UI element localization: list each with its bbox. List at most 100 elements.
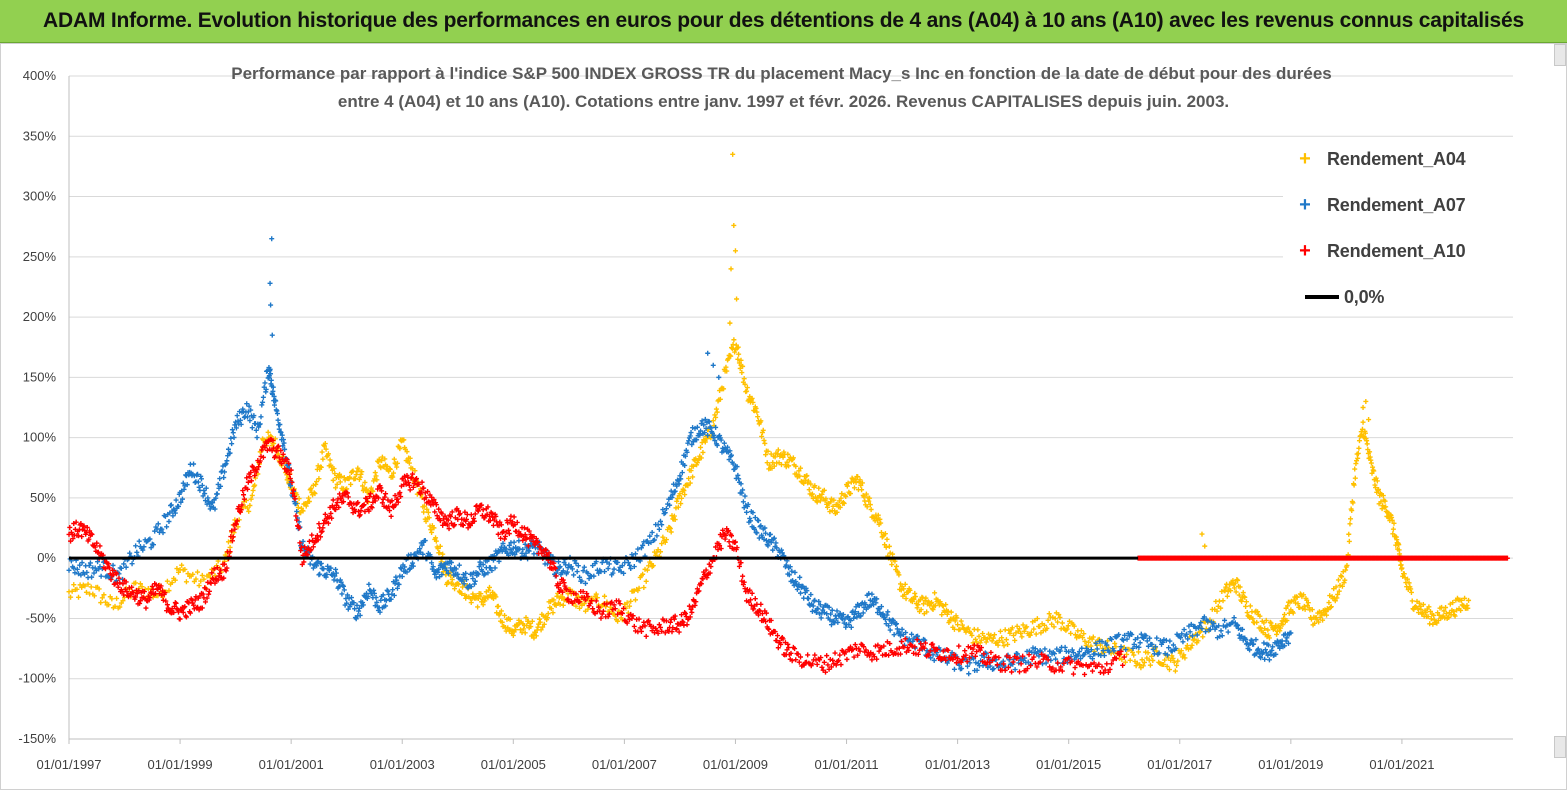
data-point — [196, 583, 202, 589]
data-point — [206, 588, 212, 594]
data-point — [370, 488, 376, 494]
legend-marker-a04: + — [1299, 148, 1311, 170]
data-point — [1258, 655, 1264, 661]
data-point — [974, 649, 980, 655]
data-point — [974, 639, 980, 645]
data-point — [812, 652, 818, 658]
data-point — [851, 615, 857, 621]
data-point — [1427, 608, 1433, 614]
data-point — [1076, 649, 1082, 655]
data-point — [1001, 643, 1007, 649]
data-point — [1052, 616, 1058, 622]
data-point — [579, 578, 585, 584]
data-point — [834, 608, 840, 614]
data-point — [289, 479, 295, 485]
data-point — [581, 564, 587, 570]
data-point — [360, 600, 366, 606]
data-point — [988, 649, 994, 655]
data-point — [541, 621, 547, 627]
data-point — [1390, 526, 1396, 532]
data-point — [636, 585, 642, 591]
data-point — [981, 651, 987, 657]
data-point — [768, 540, 774, 546]
data-point — [875, 512, 881, 518]
data-point — [1064, 626, 1070, 632]
y-tick-label: 0% — [37, 550, 56, 565]
data-point — [1425, 614, 1431, 620]
data-point — [237, 509, 243, 515]
data-point — [679, 470, 685, 476]
data-point — [1360, 419, 1366, 425]
resize-handle-bottom[interactable] — [1554, 736, 1566, 758]
data-point — [796, 659, 802, 665]
data-point — [205, 495, 211, 501]
data-point — [962, 648, 968, 654]
data-point — [580, 589, 586, 595]
data-point — [1058, 664, 1064, 670]
data-point — [213, 495, 219, 501]
data-point — [632, 551, 638, 557]
data-point — [742, 493, 748, 499]
data-point — [605, 566, 611, 572]
data-point — [1316, 619, 1322, 625]
data-point — [771, 536, 777, 542]
data-point — [652, 537, 658, 543]
data-point — [702, 416, 708, 422]
data-point — [659, 541, 665, 547]
data-point — [271, 441, 277, 447]
data-point — [813, 609, 819, 615]
data-point — [302, 544, 308, 550]
data-point — [356, 508, 362, 514]
data-point — [86, 563, 92, 569]
data-point — [1202, 543, 1208, 549]
data-point — [1015, 655, 1021, 661]
data-point — [169, 580, 175, 586]
data-point — [1101, 670, 1107, 676]
data-point — [367, 491, 373, 497]
data-point — [498, 608, 504, 614]
data-point — [365, 499, 371, 505]
data-point — [480, 602, 486, 608]
data-point — [1154, 635, 1160, 641]
data-point — [163, 598, 169, 604]
data-point — [649, 529, 655, 535]
data-point — [728, 266, 734, 272]
data-point — [1042, 646, 1048, 652]
data-point — [662, 630, 668, 636]
data-point — [1099, 664, 1105, 670]
data-point — [1284, 635, 1290, 641]
data-point — [710, 418, 716, 424]
data-point — [357, 474, 363, 480]
data-point — [286, 460, 292, 466]
data-point — [179, 562, 185, 568]
data-point — [379, 458, 385, 464]
data-point — [1301, 603, 1307, 609]
data-point — [997, 628, 1003, 634]
data-point — [1178, 635, 1184, 641]
data-point — [834, 509, 840, 515]
data-point — [887, 627, 893, 633]
data-point — [693, 599, 699, 605]
data-point — [914, 605, 920, 611]
data-point — [198, 476, 204, 482]
data-point — [1295, 601, 1301, 607]
data-point — [643, 578, 649, 584]
data-point — [1031, 626, 1037, 632]
data-point — [372, 470, 378, 476]
data-point — [229, 528, 235, 534]
data-point — [619, 610, 625, 616]
data-point — [793, 463, 799, 469]
data-point — [1136, 644, 1142, 650]
resize-handle-top[interactable] — [1554, 44, 1566, 66]
data-point — [723, 532, 729, 538]
data-point — [876, 606, 882, 612]
data-point — [1302, 606, 1308, 612]
data-point — [813, 494, 819, 500]
data-point — [246, 508, 252, 514]
data-point — [1391, 520, 1397, 526]
data-point — [136, 538, 142, 544]
data-point — [615, 611, 621, 617]
data-point — [231, 435, 237, 441]
data-point — [923, 595, 929, 601]
data-point — [338, 579, 344, 585]
